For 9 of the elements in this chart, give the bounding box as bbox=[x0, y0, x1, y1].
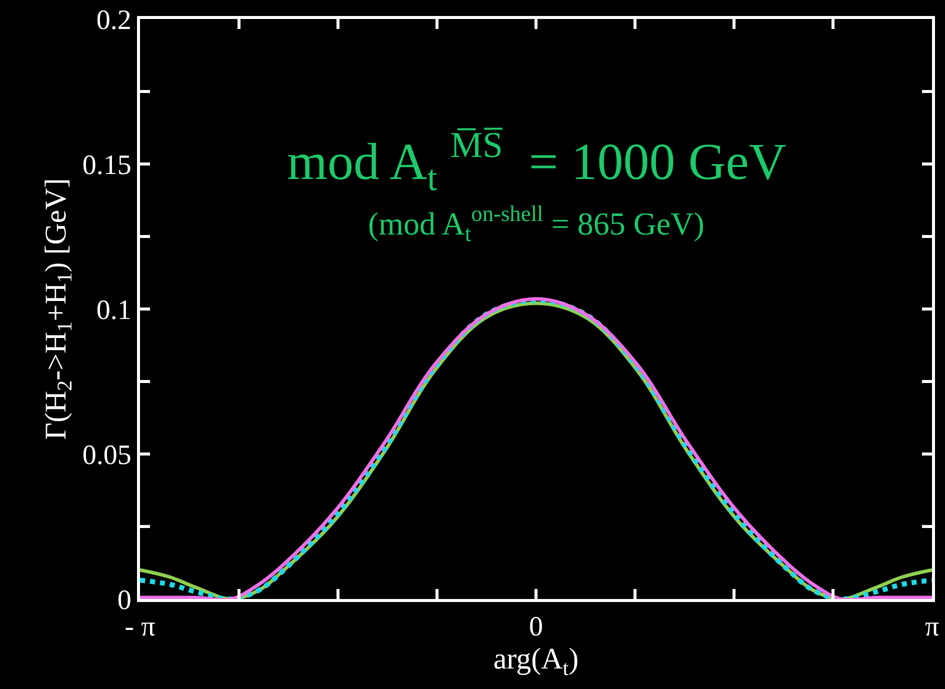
y-tick-label: 0.1 bbox=[96, 294, 132, 326]
y-tick-label: 0.2 bbox=[96, 4, 132, 36]
x-axis-title: arg(A$_{t}$) bbox=[493, 642, 579, 680]
x-tick-label: 0 bbox=[529, 612, 543, 643]
y-tick-label: 0.05 bbox=[82, 440, 132, 471]
y-tick-label: 0.15 bbox=[82, 150, 132, 181]
annotation: mod A$_{t}$ $^{M̅S̅}$ = 1000 GeV bbox=[287, 125, 786, 198]
annotation: (mod A$_{t}$$^{on-shell}$ = 865 GeV) bbox=[368, 201, 704, 246]
x-tick-label: π bbox=[924, 612, 940, 643]
